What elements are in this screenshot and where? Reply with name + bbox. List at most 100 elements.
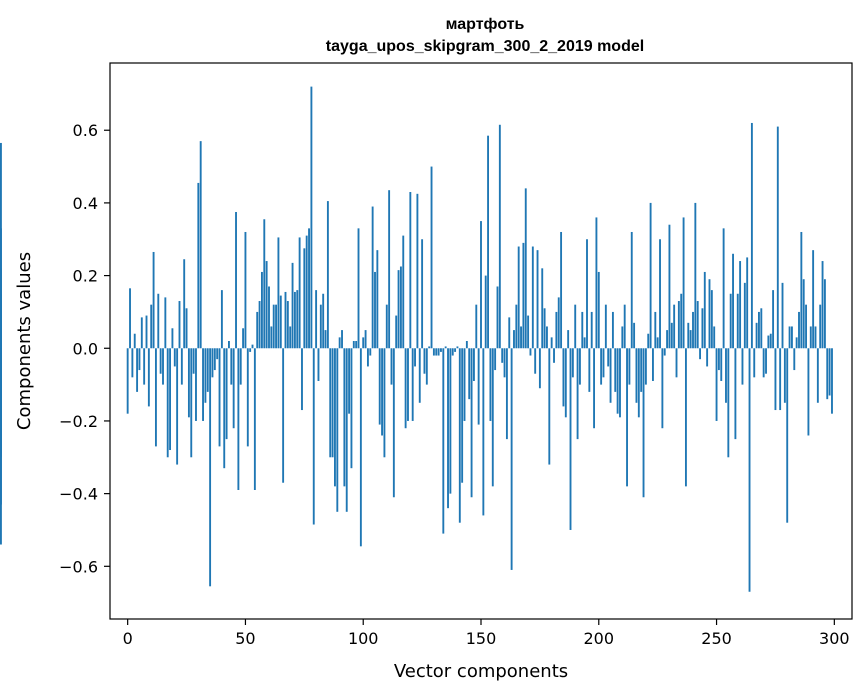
bar-218 (640, 348, 643, 392)
bar-283 (793, 348, 796, 371)
bar-250 (715, 348, 718, 421)
chart-title: мартфоть (446, 16, 525, 33)
bar-160 (503, 348, 506, 378)
bar-248 (710, 290, 713, 349)
bar-230 (668, 224, 671, 349)
bar-172 (531, 246, 534, 349)
bar-263 (746, 257, 749, 349)
bar-152 (484, 275, 487, 349)
bar-296 (823, 279, 826, 349)
bar-54 (253, 348, 256, 490)
bar-272 (767, 335, 770, 349)
bar-245 (703, 271, 706, 349)
bar-182 (555, 311, 558, 349)
bar-173 (534, 348, 537, 374)
bar-162 (508, 317, 511, 349)
bar-187 (567, 330, 570, 349)
bar-3 (133, 333, 136, 349)
bar-198 (593, 348, 595, 429)
bar-153 (487, 135, 489, 349)
bar-104 (371, 206, 374, 349)
bar-34 (206, 348, 209, 392)
bar-186 (564, 348, 567, 418)
bar-202 (602, 348, 605, 378)
bar-297 (826, 348, 829, 400)
bar-100 (362, 337, 365, 349)
bar-249 (713, 326, 716, 349)
bar-179 (548, 348, 551, 465)
bar-203 (604, 304, 607, 349)
bar-91 (341, 330, 343, 349)
bar-159 (501, 348, 504, 363)
bar-132 (437, 348, 440, 356)
bar-73 (298, 237, 301, 349)
bar-206 (611, 311, 614, 349)
bar-124 (418, 348, 421, 403)
bar-114 (395, 315, 398, 349)
bar-86 (329, 348, 332, 458)
bar-29 (195, 348, 197, 421)
bar-115 (397, 270, 400, 349)
bar-107 (378, 348, 381, 425)
bar-95 (350, 348, 353, 469)
bar-170 (527, 315, 530, 349)
bar-64 (277, 237, 280, 349)
bar-269 (760, 308, 763, 349)
bar-137 (449, 348, 452, 494)
bar-14 (159, 348, 162, 374)
bar-291 (812, 250, 815, 349)
bar-83 (322, 293, 325, 349)
bar-120 (409, 192, 412, 349)
bar-81 (317, 348, 320, 381)
bar-185 (562, 348, 565, 407)
bar-42 (225, 348, 228, 440)
bar-175 (538, 348, 541, 389)
bar-31 (199, 141, 202, 349)
bar-215 (633, 322, 636, 349)
bar-119 (407, 348, 409, 421)
bar-180 (550, 337, 553, 349)
bar-165 (515, 304, 518, 349)
bar-97 (355, 341, 358, 349)
bar-207 (614, 348, 617, 392)
bar-146 (470, 348, 473, 498)
bar-20 (173, 348, 176, 367)
bar-88 (334, 348, 336, 487)
bar-299 (831, 348, 833, 414)
bar-193 (581, 311, 584, 349)
bar-266 (753, 348, 756, 378)
bar-141 (458, 348, 461, 523)
bar-7 (143, 348, 146, 385)
bar-78 (310, 86, 313, 349)
bar-118 (404, 348, 407, 429)
bar-276 (776, 126, 779, 349)
bar-254 (725, 348, 727, 403)
y-tick-label: −0.4 (59, 485, 98, 504)
bar-145 (468, 348, 471, 400)
bar-168 (522, 242, 525, 349)
bar-158 (498, 124, 501, 349)
bar-undefined (0, 142, 2, 349)
bar-111 (388, 190, 391, 349)
bar-85 (326, 201, 329, 349)
bar-298 (828, 348, 831, 396)
bar-0 (126, 348, 129, 414)
x-tick-label: 100 (348, 629, 379, 648)
bar-53 (251, 344, 254, 349)
bar-221 (647, 333, 650, 349)
bar-238 (687, 322, 690, 349)
bar-138 (451, 348, 454, 356)
bar-62 (272, 304, 275, 349)
bar-273 (769, 333, 772, 349)
bar-231 (670, 322, 673, 349)
bar-50 (244, 231, 247, 349)
bar-112 (390, 348, 393, 385)
bar-208 (616, 348, 619, 414)
bar-90 (338, 337, 341, 349)
bar-140 (456, 346, 459, 349)
bar-241 (694, 202, 697, 349)
y-tick-label: 0.4 (73, 194, 98, 213)
bar-58 (263, 219, 266, 349)
bar-224 (654, 311, 657, 349)
bar-102 (366, 348, 369, 367)
